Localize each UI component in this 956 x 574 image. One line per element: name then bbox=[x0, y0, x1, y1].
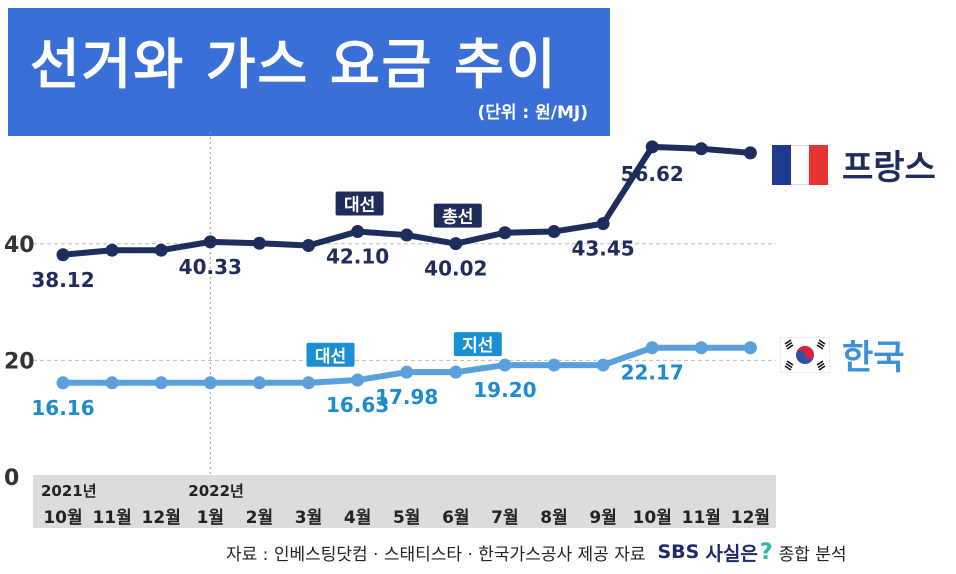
event-tag-label: 총선 bbox=[442, 208, 473, 228]
series-france-point bbox=[498, 226, 512, 240]
source-text: 자료 : 인베스팅닷컴 · 스태티스타 · 한국가스공사 제공 자료 bbox=[226, 544, 646, 565]
x-tick-label: 3월 bbox=[295, 508, 322, 528]
series-korea-point bbox=[400, 365, 414, 379]
x-tick-label: 1월 bbox=[197, 508, 224, 528]
x-tick-label: 11월 bbox=[92, 508, 131, 528]
fact-check-question-mark: ? bbox=[759, 539, 773, 565]
series-france-point bbox=[302, 239, 315, 253]
data-label: 16.63 bbox=[326, 393, 389, 417]
event-tag-box bbox=[306, 342, 355, 367]
legend-france: 프랑스 bbox=[772, 140, 936, 189]
france-flag-icon bbox=[772, 144, 829, 185]
series-france-point bbox=[351, 225, 365, 239]
x-year-label: 2021년 bbox=[41, 482, 97, 500]
x-tick-label: 5월 bbox=[393, 508, 420, 528]
series-korea-point bbox=[547, 358, 561, 372]
legend-korea: 한국 bbox=[780, 330, 905, 379]
x-tick-label: 2월 bbox=[246, 508, 273, 528]
data-label: 56.62 bbox=[621, 162, 684, 186]
event-tag-label: 대선 bbox=[344, 196, 375, 216]
series-korea-point bbox=[449, 365, 463, 379]
series-france-point bbox=[252, 236, 266, 250]
x-tick-label: 10월 bbox=[633, 508, 672, 528]
legend-label-korea: 한국 bbox=[842, 338, 905, 378]
series-france-point bbox=[154, 243, 168, 257]
series-korea-point bbox=[302, 376, 315, 390]
series-france-point bbox=[400, 228, 414, 242]
data-label: 16.16 bbox=[31, 396, 94, 420]
series-korea-point bbox=[252, 376, 266, 390]
series-france-point bbox=[56, 248, 70, 262]
sbs-logo: SBS bbox=[657, 541, 700, 563]
series-france-point bbox=[547, 225, 561, 239]
x-tick-label: 12월 bbox=[142, 508, 181, 528]
y-tick-label: 0 bbox=[4, 466, 19, 491]
series-france-point bbox=[105, 243, 119, 257]
series-korea-point bbox=[105, 376, 119, 390]
x-tick-label: 11월 bbox=[682, 508, 721, 528]
fact-check-logo: 사실은 bbox=[705, 542, 758, 565]
x-tick-label: 10월 bbox=[43, 508, 82, 528]
x-tick-label: 6월 bbox=[442, 508, 469, 528]
event-tag-label: 대선 bbox=[315, 347, 346, 367]
series-france-point bbox=[645, 140, 659, 154]
series-korea-point bbox=[203, 376, 217, 390]
chart-title: 선거와 가스 요금 추이 bbox=[30, 33, 558, 96]
title-banner: 선거와 가스 요금 추이 (단위 : 원/MJ) bbox=[8, 8, 610, 136]
x-tick-label: 4월 bbox=[344, 508, 371, 528]
series-korea-point bbox=[743, 341, 757, 355]
series-korea-point bbox=[154, 376, 168, 390]
series-france-point bbox=[203, 235, 217, 249]
x-axis-band bbox=[33, 475, 776, 528]
series-france-point bbox=[596, 217, 610, 231]
series-korea-point bbox=[351, 373, 365, 387]
data-label: 43.45 bbox=[571, 237, 634, 261]
y-tick-label: 20 bbox=[4, 349, 35, 374]
x-year-label: 2022년 bbox=[188, 482, 244, 500]
series-france-point bbox=[449, 237, 463, 251]
x-tick-label: 12월 bbox=[731, 508, 770, 528]
x-tick-label: 9월 bbox=[589, 508, 616, 528]
korea-flag-icon bbox=[780, 336, 830, 373]
data-label: 40.02 bbox=[424, 257, 487, 281]
data-label: 22.17 bbox=[621, 361, 684, 385]
series-korea-point bbox=[596, 358, 610, 372]
unit-label: (단위 : 원/MJ) bbox=[477, 103, 588, 123]
series-korea-point bbox=[645, 341, 659, 355]
event-tag-box bbox=[433, 203, 482, 228]
data-label: 17.98 bbox=[375, 385, 438, 409]
data-label: 40.33 bbox=[179, 255, 242, 279]
data-label: 38.12 bbox=[31, 268, 94, 292]
series-france-point bbox=[694, 142, 708, 156]
event-tag-box bbox=[335, 191, 384, 216]
data-label: 42.10 bbox=[326, 245, 389, 269]
series-korea-point bbox=[694, 341, 708, 355]
x-tick-label: 7월 bbox=[491, 508, 518, 528]
source-suffix: 종합 분석 bbox=[778, 544, 847, 565]
y-tick-label: 40 bbox=[4, 233, 35, 258]
event-tag-box bbox=[453, 332, 502, 357]
data-label: 19.20 bbox=[473, 378, 536, 402]
x-tick-label: 8월 bbox=[540, 508, 567, 528]
series-korea-point bbox=[56, 376, 70, 390]
source-line: 자료 : 인베스팅닷컴 · 스태티스타 · 한국가스공사 제공 자료 SBS 사… bbox=[226, 538, 847, 566]
series-france-point bbox=[743, 146, 757, 160]
series-korea-point bbox=[498, 358, 512, 372]
legend-label-france: 프랑스 bbox=[842, 148, 936, 188]
event-tag-label: 지선 bbox=[462, 336, 493, 356]
